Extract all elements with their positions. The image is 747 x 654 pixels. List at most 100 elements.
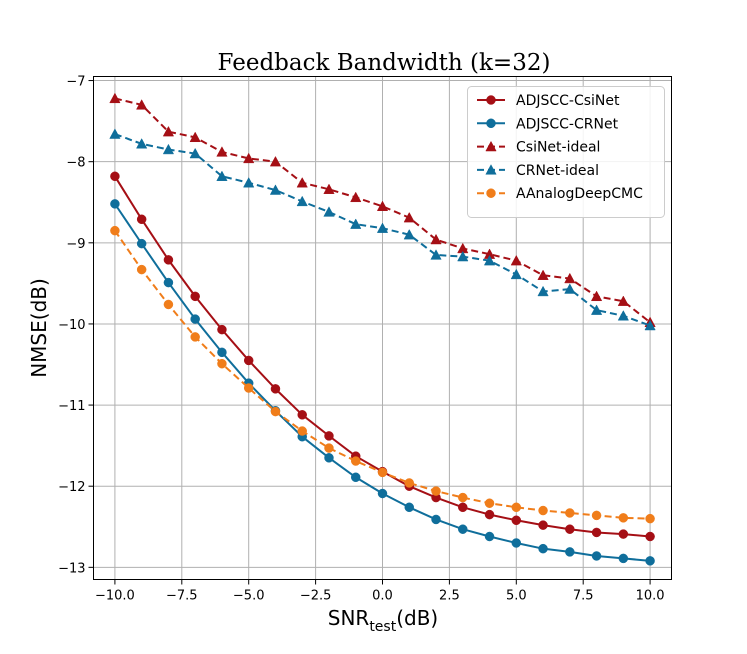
x-tick-label: −5.0 — [233, 589, 265, 604]
legend-marker-crnet-ideal — [485, 164, 497, 175]
data-point-aanalogdeepcmc — [163, 299, 174, 310]
data-point-adjscc-crnet — [324, 453, 334, 463]
y-tick-label: −11 — [58, 399, 85, 414]
legend-label-crnet-ideal: CRNet-ideal — [516, 163, 599, 179]
data-point-aanalogdeepcmc — [404, 478, 415, 488]
series-csinet-ideal — [109, 92, 656, 327]
x-tick-label: 5.0 — [506, 589, 527, 604]
data-point-crnet-ideal — [510, 268, 522, 280]
data-point-adjscc-crnet — [538, 543, 548, 554]
data-point-crnet-ideal — [189, 147, 201, 159]
data-point-crnet-ideal — [403, 228, 415, 240]
data-point-aanalogdeepcmc — [431, 486, 441, 496]
data-point-adjscc-crnet — [645, 556, 655, 566]
x-axis-label-suffix: (dB) — [396, 606, 438, 630]
x-axis-label: SNRtest(dB) — [328, 606, 438, 635]
legend-marker-aanalogdeepcmc — [486, 188, 496, 198]
data-point-csinet-ideal — [590, 290, 603, 302]
data-point-crnet-ideal — [590, 304, 603, 315]
data-point-adjscc-csinet — [324, 431, 334, 441]
x-tick-label: 10.0 — [636, 589, 665, 604]
data-point-adjscc-csinet — [136, 214, 147, 225]
data-point-csinet-ideal — [350, 191, 362, 203]
data-point-crnet-ideal — [457, 250, 469, 262]
legend-item-aanalogdeepcmc: AAnalogDeepCMC — [477, 186, 643, 202]
data-point-adjscc-crnet — [484, 531, 495, 542]
data-point-adjscc-csinet — [110, 171, 120, 182]
series-layer — [109, 92, 656, 566]
series-line-csinet-ideal — [114, 97, 651, 324]
data-point-adjscc-csinet — [618, 529, 629, 539]
data-point-csinet-ideal — [216, 146, 228, 157]
data-point-csinet-ideal — [162, 125, 175, 137]
data-point-aanalogdeepcmc — [591, 510, 602, 521]
data-point-adjscc-csinet — [645, 531, 655, 542]
data-point-crnet-ideal — [162, 143, 175, 155]
legend-label-csinet-ideal: CsiNet-ideal — [516, 140, 600, 156]
data-point-adjscc-crnet — [163, 277, 174, 288]
x-axis-label-main: SNR — [328, 606, 370, 630]
y-tick-label: −8 — [66, 156, 85, 171]
data-point-aanalogdeepcmc — [511, 502, 522, 513]
y-tick-label: −10 — [58, 318, 85, 333]
data-point-adjscc-csinet — [565, 524, 575, 534]
data-point-crnet-ideal — [537, 285, 549, 297]
data-point-adjscc-crnet — [190, 314, 200, 324]
data-point-csinet-ideal — [537, 269, 549, 280]
x-axis-label-subscript: test — [369, 619, 396, 635]
data-point-crnet-ideal — [350, 218, 362, 229]
data-point-adjscc-crnet — [618, 553, 629, 564]
x-tick-label: −7.5 — [166, 589, 198, 604]
data-point-csinet-ideal — [564, 272, 576, 284]
legend-label-adjscc-crnet: ADJSCC-CRNet — [516, 116, 619, 132]
data-point-adjscc-crnet — [377, 488, 388, 499]
data-point-crnet-ideal — [323, 206, 335, 217]
chart-title: Feedback Bandwidth (k=32) — [218, 50, 551, 76]
series-adjscc-crnet — [110, 199, 655, 566]
data-point-adjscc-crnet — [511, 538, 522, 548]
data-point-aanalogdeepcmc — [350, 456, 361, 466]
data-point-adjscc-crnet — [431, 514, 441, 525]
data-point-adjscc-csinet — [484, 509, 495, 520]
data-point-aanalogdeepcmc — [484, 498, 495, 508]
data-point-csinet-ideal — [109, 92, 121, 104]
legend-marker-adjscc-crnet — [486, 118, 496, 129]
data-point-adjscc-csinet — [297, 410, 307, 420]
data-point-adjscc-csinet — [243, 355, 254, 366]
data-point-adjscc-csinet — [458, 502, 468, 513]
data-point-adjscc-crnet — [110, 199, 120, 209]
data-point-csinet-ideal — [510, 254, 522, 266]
data-point-aanalogdeepcmc — [377, 467, 388, 478]
legend-marker-adjscc-csinet — [486, 95, 496, 105]
data-point-adjscc-crnet — [404, 502, 415, 513]
data-point-adjscc-csinet — [270, 384, 281, 394]
data-point-adjscc-crnet — [217, 347, 227, 358]
legend-label-aanalogdeepcmc: AAnalogDeepCMC — [516, 186, 643, 202]
data-point-csinet-ideal — [323, 183, 335, 194]
data-point-crnet-ideal — [376, 222, 389, 233]
data-point-crnet-ideal — [483, 254, 496, 266]
data-point-csinet-ideal — [403, 211, 415, 223]
y-tick-label: −7 — [66, 75, 85, 90]
data-point-csinet-ideal — [296, 177, 308, 188]
data-point-adjscc-csinet — [163, 255, 174, 265]
data-point-csinet-ideal — [243, 152, 255, 164]
x-tick-label: 0.0 — [372, 589, 393, 604]
data-point-crnet-ideal — [617, 310, 629, 321]
data-point-csinet-ideal — [617, 295, 629, 306]
y-tick-label: −9 — [66, 237, 85, 252]
series-crnet-ideal — [109, 128, 656, 331]
data-point-adjscc-crnet — [136, 238, 147, 249]
data-point-aanalogdeepcmc — [538, 505, 548, 516]
data-point-adjscc-crnet — [565, 547, 575, 557]
x-tick-label: 7.5 — [573, 589, 594, 604]
data-point-aanalogdeepcmc — [110, 225, 120, 236]
legend-item-adjscc-csinet: ADJSCC-CsiNet — [477, 93, 620, 109]
data-point-csinet-ideal — [269, 155, 282, 167]
y-tick-label: −12 — [58, 480, 85, 495]
data-point-crnet-ideal — [269, 184, 282, 195]
data-point-crnet-ideal — [216, 170, 228, 181]
legend-label-adjscc-csinet: ADJSCC-CsiNet — [516, 93, 620, 109]
data-point-adjscc-csinet — [217, 324, 227, 335]
